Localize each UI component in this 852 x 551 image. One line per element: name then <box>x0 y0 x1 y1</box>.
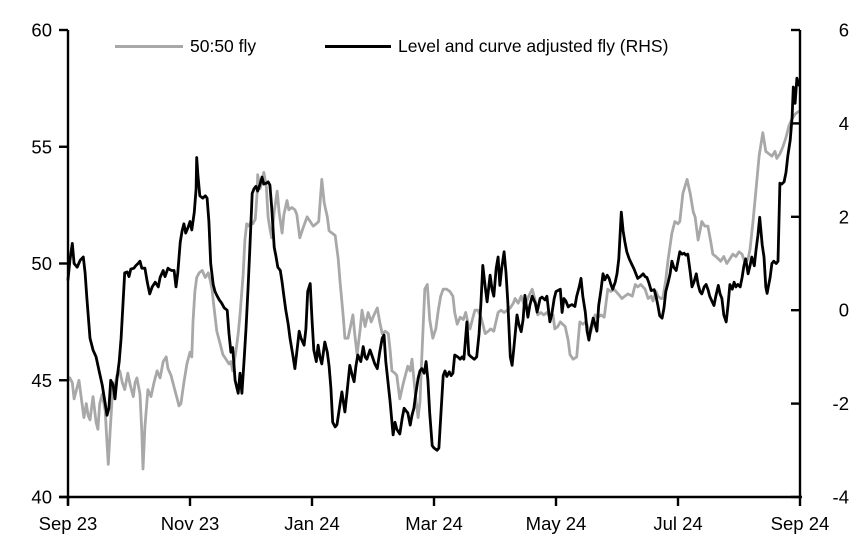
x-axis-tick-label: Jul 24 <box>653 513 702 534</box>
series-line-gray <box>66 110 800 471</box>
legend-label: Level and curve adjusted fly (RHS) <box>398 36 669 56</box>
x-axis-tick-label: Sep 24 <box>771 513 830 534</box>
right-axis-tick-label: 0 <box>839 300 849 321</box>
legend-label: 50:50 fly <box>190 36 257 56</box>
left-axis-tick-label: 40 <box>31 487 52 508</box>
right-axis-tick-label: 6 <box>839 20 849 41</box>
x-axis-tick-label: Nov 23 <box>161 513 220 534</box>
black-line-swatch-icon <box>325 44 391 48</box>
legend-item-level-curve-adjusted-fly: Level and curve adjusted fly (RHS) <box>325 36 668 56</box>
x-axis-tick-label: Mar 24 <box>405 513 463 534</box>
left-axis-tick-label: 45 <box>31 370 52 391</box>
left-axis-tick-label: 50 <box>31 253 52 274</box>
left-axis-tick-label: 55 <box>31 136 52 157</box>
series-line-black <box>66 76 801 452</box>
right-axis-tick-label: -2 <box>833 393 849 414</box>
x-axis-tick-label: Jan 24 <box>284 513 340 534</box>
x-axis-tick-label: May 24 <box>526 513 587 534</box>
x-axis-tick-label: Sep 23 <box>39 513 98 534</box>
right-axis-tick-label: 2 <box>839 206 849 227</box>
right-axis-tick-label: -4 <box>833 487 849 508</box>
gray-line-swatch-icon <box>115 44 183 48</box>
legend-item-5050-fly: 50:50 fly <box>115 36 256 56</box>
right-axis-tick-label: 4 <box>839 113 849 134</box>
left-axis-tick-label: 60 <box>31 20 52 41</box>
